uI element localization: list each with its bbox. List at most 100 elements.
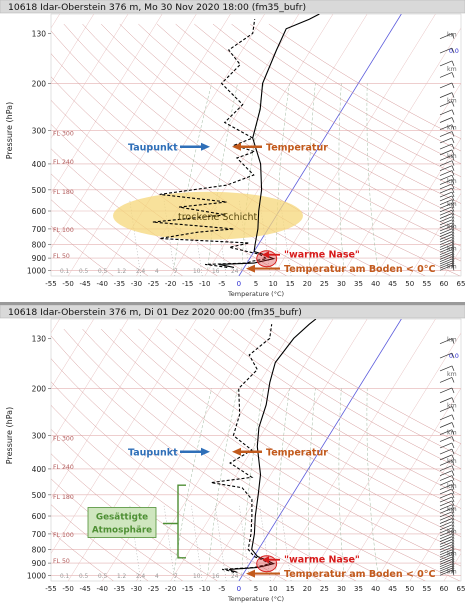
wind-barb-flag <box>451 195 455 202</box>
wind-barb-flag <box>451 561 455 567</box>
x-tick-label: 5 <box>254 585 258 593</box>
wind-barb <box>439 492 453 499</box>
km-zero-label: 0.0 <box>449 353 459 360</box>
wind-barb <box>439 231 453 237</box>
y-tick-label: 130 <box>32 29 47 38</box>
dry-adiabat-line <box>63 328 426 581</box>
wind-barb-flag <box>451 556 455 563</box>
wind-barb <box>439 479 453 486</box>
mixing-ratio-label: 1.2 <box>117 269 127 275</box>
wind-barb <box>439 160 453 166</box>
x-tick-label: -40 <box>97 585 108 593</box>
x-tick-label: 50 <box>405 280 414 288</box>
mixing-ratio-line <box>215 505 227 581</box>
wind-barb-flag <box>451 338 455 344</box>
moist-adiabat-line <box>275 388 290 576</box>
chart-title: 10618 Idar-Oberstein 376 m, Mo 30 Nov 20… <box>8 2 306 13</box>
isotherm-line <box>341 82 461 276</box>
wind-barb-flag <box>451 210 455 216</box>
surface-temp-arrow-head <box>246 264 255 273</box>
wind-barb <box>439 387 453 394</box>
km-label: km <box>447 403 457 410</box>
km-label: km <box>447 153 457 160</box>
mixing-ratio-line <box>163 505 176 581</box>
wind-barb-flag <box>451 82 455 89</box>
mixing-ratio-label: 2.4 <box>136 269 146 275</box>
dry-adiabat-line <box>51 199 149 276</box>
x-tick-label: -50 <box>62 280 73 288</box>
wind-barb-flag <box>451 565 455 572</box>
mixing-ratio-line <box>239 200 251 276</box>
wind-barb-flag <box>451 436 455 442</box>
wind-barb-flag <box>451 414 455 420</box>
wind-barb-flag <box>451 60 455 67</box>
wind-barb <box>439 530 453 537</box>
wind-barb <box>439 222 453 229</box>
wind-barb-flag <box>451 460 455 466</box>
saturated-box <box>87 507 157 538</box>
wind-barbs <box>439 33 455 271</box>
temperature-annotation: Temperatur <box>266 448 328 459</box>
surface-temp-annotation: Temperatur am Boden < 0°C <box>284 264 436 275</box>
wind-barb-flag <box>451 216 455 222</box>
wind-barb-flag <box>451 265 455 271</box>
wind-barb-flag <box>451 530 455 537</box>
mixing-ratio-label: 2.4 <box>136 574 146 580</box>
wind-barb <box>439 254 453 260</box>
warm-nose-arrow-head <box>262 251 269 259</box>
x-tick-label: 5 <box>254 280 258 288</box>
wind-barb-flag <box>451 568 455 574</box>
x-tick-label: -30 <box>131 280 142 288</box>
wind-barb-flag <box>451 488 455 495</box>
x-tick-label: -50 <box>62 585 73 593</box>
wind-barb <box>439 470 453 477</box>
wind-barb <box>439 448 453 455</box>
y-tick-label: 300 <box>32 432 47 441</box>
wind-barb-flag <box>451 256 455 262</box>
wind-barb-flag <box>451 470 455 476</box>
wind-barb <box>439 511 453 518</box>
wind-barb <box>439 377 453 383</box>
x-tick-label: 25 <box>320 280 329 288</box>
flight-level-label: FL 50 <box>53 558 70 565</box>
wind-barb <box>439 174 453 181</box>
wind-barb-flag <box>451 191 455 198</box>
wind-barb <box>439 236 453 243</box>
x-tick-label: 55 <box>422 280 431 288</box>
wind-barb-flag <box>451 225 455 232</box>
wind-barb-flag <box>451 137 455 144</box>
wind-barb <box>439 518 453 524</box>
y-tick-label: 700 <box>32 530 47 539</box>
wind-barb <box>439 165 453 172</box>
wind-barb <box>439 137 453 144</box>
moist-adiabat-line <box>338 388 345 576</box>
isotherm-line <box>136 319 300 581</box>
wind-barb <box>439 500 453 507</box>
dewpoint-profile-line <box>211 324 273 573</box>
y-tick-label: 300 <box>32 127 47 136</box>
mixing-ratio-label: 24 <box>231 574 239 580</box>
wind-barb-flag <box>451 352 455 359</box>
dry-adiabat-line <box>138 23 461 232</box>
x-tick-label: -25 <box>148 585 159 593</box>
isotherm-line <box>51 14 95 84</box>
wind-barb <box>439 521 453 528</box>
moist-adiabat-line <box>173 388 212 576</box>
wind-barb <box>439 109 453 116</box>
temperature-profile-line <box>228 319 317 573</box>
isotherm-line <box>272 14 436 276</box>
mixing-ratio-line <box>280 505 292 581</box>
flight-level-label: FL 180 <box>53 189 74 196</box>
wind-barb-flag <box>451 511 455 517</box>
x-tick-label: 65 <box>457 280 465 288</box>
temperature-annotation: Temperatur <box>266 143 328 154</box>
moist-adiabat-line <box>207 83 238 271</box>
wind-barb <box>439 206 453 213</box>
wind-barb <box>439 219 453 226</box>
x-tick-label: 10 <box>269 280 278 288</box>
wind-barb <box>439 422 453 428</box>
mixing-ratio-label: 10 <box>193 269 201 275</box>
km-label: km <box>447 550 457 557</box>
x-tick-label: 35 <box>354 280 363 288</box>
